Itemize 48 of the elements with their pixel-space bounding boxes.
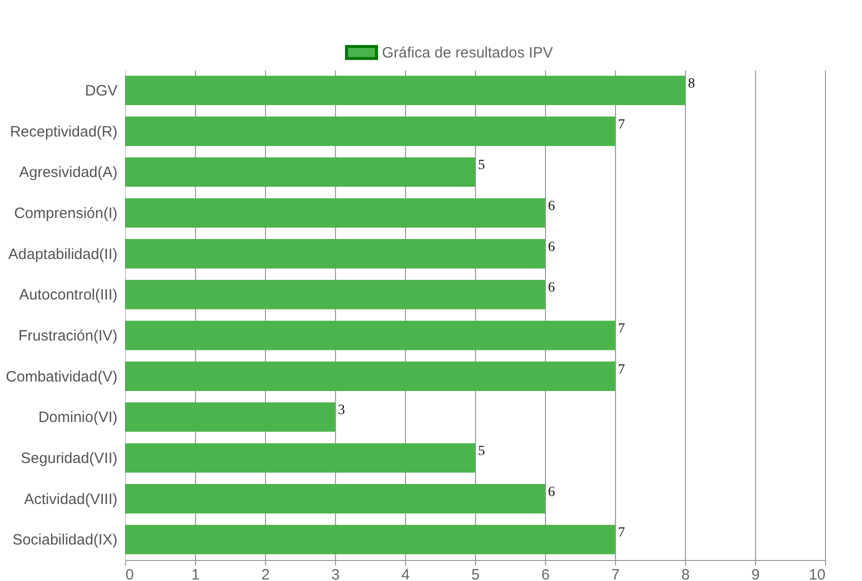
bar <box>125 76 685 106</box>
bar <box>125 280 545 310</box>
y-tick-label: Actividad(VIII) <box>24 490 118 508</box>
y-tick-label: Comprensión(I) <box>14 204 118 222</box>
x-tick-label: 3 <box>331 566 340 581</box>
data-label: 6 <box>548 280 555 296</box>
data-label: 7 <box>618 321 625 336</box>
data-label: 5 <box>478 444 485 459</box>
data-label: 5 <box>478 158 485 174</box>
y-tick-label: Sociabilidad(IX) <box>12 532 118 549</box>
y-tick-label: Adaptabilidad(II) <box>8 246 118 263</box>
data-label: 7 <box>618 526 625 541</box>
bar <box>125 320 615 350</box>
data-label: 6 <box>548 240 555 255</box>
bar <box>125 524 615 554</box>
y-tick-label: Seguridad(VII) <box>20 450 118 467</box>
x-tick-label: 0 <box>126 566 134 581</box>
y-tick-label: Receptividad(R) <box>10 123 118 140</box>
y-tick-label: Frustración(IV) <box>18 327 118 344</box>
legend-label: Gráfica de resultados IPV <box>382 44 553 62</box>
y-tick-label: Agresividad(A) <box>19 164 118 182</box>
x-tick-label: 10 <box>808 566 826 581</box>
x-tick-label: 8 <box>681 566 690 581</box>
data-label: 8 <box>688 76 695 92</box>
bar <box>125 362 615 391</box>
x-tick-label: 7 <box>611 566 620 581</box>
data-label: 6 <box>548 484 555 500</box>
bar <box>125 239 545 268</box>
bar <box>125 198 545 228</box>
data-label: 3 <box>338 403 345 418</box>
bar <box>125 116 615 146</box>
bar <box>125 484 545 514</box>
y-tick-label: Autocontrol(III) <box>19 286 118 304</box>
bar <box>125 402 335 432</box>
x-tick-label: 2 <box>261 566 270 581</box>
data-label: 7 <box>618 117 625 132</box>
x-tick-label: 4 <box>401 566 410 581</box>
data-label: 6 <box>548 198 555 214</box>
y-tick-label: Dominio(VI) <box>38 409 118 426</box>
data-label: 7 <box>618 362 625 378</box>
bar <box>125 443 475 473</box>
x-tick-label: 1 <box>191 566 200 581</box>
y-tick-label: DGV <box>84 82 118 100</box>
x-tick-label: 5 <box>471 566 480 581</box>
y-tick-label: Combatividad(V) <box>6 368 118 386</box>
x-tick-label: 6 <box>541 566 550 581</box>
x-tick-label: 9 <box>751 566 760 581</box>
bar <box>125 157 475 187</box>
